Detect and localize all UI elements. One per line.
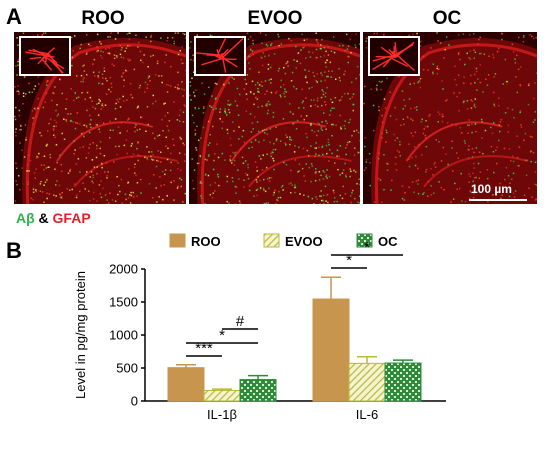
micrograph-roo — [14, 32, 186, 204]
significance-markers: ****#** — [186, 239, 403, 357]
legend-swatch-roo — [170, 234, 185, 247]
scale-bar — [469, 199, 527, 201]
stain-legend: Aβ & GFAP — [16, 210, 91, 226]
y-axis-label: Level in pg/mg protein — [73, 271, 88, 399]
significance-label: # — [236, 313, 245, 330]
stain-gfap-label: GFAP — [53, 210, 91, 226]
stain-abeta-label: Aβ — [16, 210, 35, 226]
legend-label-roo: ROO — [191, 234, 221, 249]
y-tick-label: 0 — [131, 394, 138, 409]
legend-label-evoo: EVOO — [285, 234, 323, 249]
bar-chart: ROO EVOO OC 0 500 1000 1500 2000 Level in pg/mg… — [0, 230, 550, 456]
y-tick-label: 1500 — [109, 295, 138, 310]
scale-bar-label: 100 µm — [471, 182, 512, 196]
y-tick-label: 500 — [116, 361, 138, 376]
significance-label: * — [364, 239, 370, 256]
micrograph-oc: 100 µm — [363, 32, 537, 204]
y-tick-label: 1000 — [109, 328, 138, 343]
x-tick-label-1: IL-6 — [356, 407, 378, 422]
x-tick-label-0: IL-1β — [207, 407, 237, 422]
inset-zoom-evoo — [194, 36, 246, 76]
inset-zoom-roo — [19, 36, 71, 76]
y-tick-label: 2000 — [109, 262, 138, 277]
bar-roo-1 — [313, 299, 349, 401]
stain-ampersand: & — [35, 210, 53, 226]
image-title-evoo: EVOO — [190, 8, 360, 30]
bar-oc-1 — [385, 363, 421, 401]
bar-evoo-0 — [204, 390, 240, 401]
bar-oc-0 — [240, 380, 276, 401]
image-title-roo: ROO — [18, 8, 188, 30]
inset-zoom-oc — [368, 36, 420, 76]
bar-evoo-1 — [349, 363, 385, 401]
legend-label-oc: OC — [378, 234, 398, 249]
image-title-oc: OC — [362, 8, 532, 30]
bar-roo-0 — [168, 368, 204, 401]
micrograph-evoo — [189, 32, 360, 204]
legend-swatch-evoo — [264, 234, 279, 247]
